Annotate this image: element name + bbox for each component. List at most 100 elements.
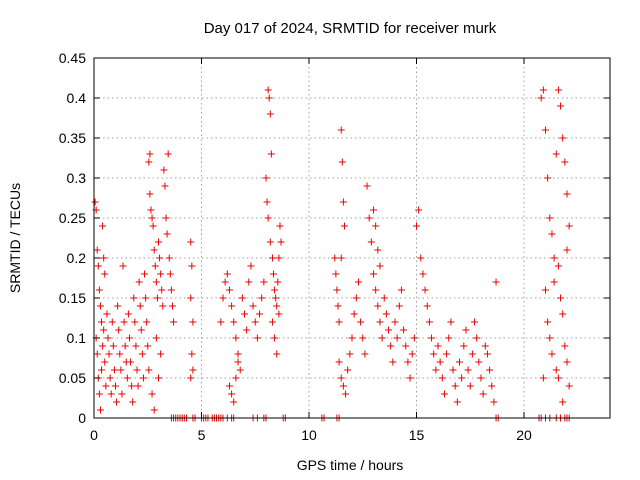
data-point xyxy=(148,390,156,398)
data-point xyxy=(150,246,158,254)
data-point xyxy=(385,326,393,334)
data-point xyxy=(223,270,231,278)
data-point xyxy=(354,278,362,286)
data-point xyxy=(550,278,558,286)
data-point xyxy=(258,294,266,302)
data-point xyxy=(163,230,171,238)
data-point xyxy=(189,318,197,326)
data-point xyxy=(387,342,395,350)
data-point xyxy=(486,366,494,374)
data-point xyxy=(554,86,562,94)
data-point xyxy=(548,230,556,238)
data-point xyxy=(539,374,547,382)
data-point xyxy=(152,334,160,342)
data-point xyxy=(544,174,552,182)
data-point xyxy=(127,358,135,366)
data-point xyxy=(357,318,365,326)
data-point xyxy=(337,126,345,134)
data-point xyxy=(156,254,164,262)
data-point xyxy=(479,390,487,398)
data-point xyxy=(546,334,554,342)
data-point xyxy=(99,222,107,230)
x-tick-label: 20 xyxy=(516,427,532,443)
data-point xyxy=(473,334,481,342)
data-point xyxy=(559,134,567,142)
data-point xyxy=(155,374,162,382)
data-point xyxy=(548,350,556,358)
data-point xyxy=(136,302,144,310)
data-point xyxy=(234,350,242,358)
data-point xyxy=(438,374,446,382)
data-point xyxy=(425,318,433,326)
data-point xyxy=(339,198,347,206)
data-point xyxy=(165,254,173,262)
data-point xyxy=(550,254,558,262)
data-point xyxy=(335,318,343,326)
x-axis-label: GPS time / hours xyxy=(297,457,404,473)
data-point xyxy=(464,366,472,374)
data-point xyxy=(121,342,129,350)
data-point xyxy=(138,350,146,358)
data-point xyxy=(247,262,255,270)
data-point xyxy=(94,262,102,270)
data-point xyxy=(112,382,119,390)
data-point xyxy=(430,350,438,358)
data-point xyxy=(335,358,343,366)
y-tick-label: 0.35 xyxy=(59,130,86,146)
data-point xyxy=(149,222,157,230)
data-point xyxy=(406,374,414,382)
data-point xyxy=(557,102,565,110)
data-point xyxy=(188,262,196,270)
data-point xyxy=(374,302,382,310)
data-point xyxy=(103,310,111,318)
data-point xyxy=(331,254,339,262)
data-point xyxy=(168,302,176,310)
data-point xyxy=(225,286,233,294)
data-point xyxy=(228,390,236,398)
data-point xyxy=(434,342,442,350)
data-point xyxy=(376,318,384,326)
data-point xyxy=(230,318,238,326)
data-point xyxy=(187,294,195,302)
data-point xyxy=(391,318,399,326)
data-point xyxy=(238,294,246,302)
y-axis-label: SRMTID / TECUs xyxy=(7,183,23,293)
data-point xyxy=(228,302,236,310)
data-point xyxy=(370,270,377,278)
data-point xyxy=(150,406,158,414)
data-point xyxy=(152,278,160,286)
data-point xyxy=(419,270,427,278)
data-point xyxy=(146,150,154,158)
data-point xyxy=(447,318,455,326)
data-point xyxy=(141,270,149,278)
data-point xyxy=(264,214,272,222)
data-point xyxy=(266,110,274,118)
data-point xyxy=(267,150,275,158)
data-point xyxy=(119,262,127,270)
data-point xyxy=(397,286,405,294)
data-point xyxy=(234,358,242,366)
data-point xyxy=(402,342,410,350)
data-point xyxy=(125,334,133,342)
data-point xyxy=(466,382,474,390)
data-point xyxy=(221,278,229,286)
data-point xyxy=(400,326,408,334)
data-point xyxy=(106,374,114,382)
data-point xyxy=(188,350,196,358)
data-point xyxy=(98,318,106,326)
data-point xyxy=(389,358,397,366)
data-point xyxy=(166,270,174,278)
data-point xyxy=(129,398,137,406)
data-point xyxy=(105,350,113,358)
data-point xyxy=(256,310,264,318)
data-point xyxy=(563,190,571,198)
y-tick-label: 0.1 xyxy=(67,330,87,346)
data-point xyxy=(187,374,195,382)
data-point xyxy=(117,366,125,374)
data-point xyxy=(146,190,154,198)
data-point xyxy=(100,326,108,334)
data-point xyxy=(157,270,165,278)
data-point xyxy=(124,310,132,318)
data-point xyxy=(340,222,348,230)
data-point xyxy=(162,214,170,222)
